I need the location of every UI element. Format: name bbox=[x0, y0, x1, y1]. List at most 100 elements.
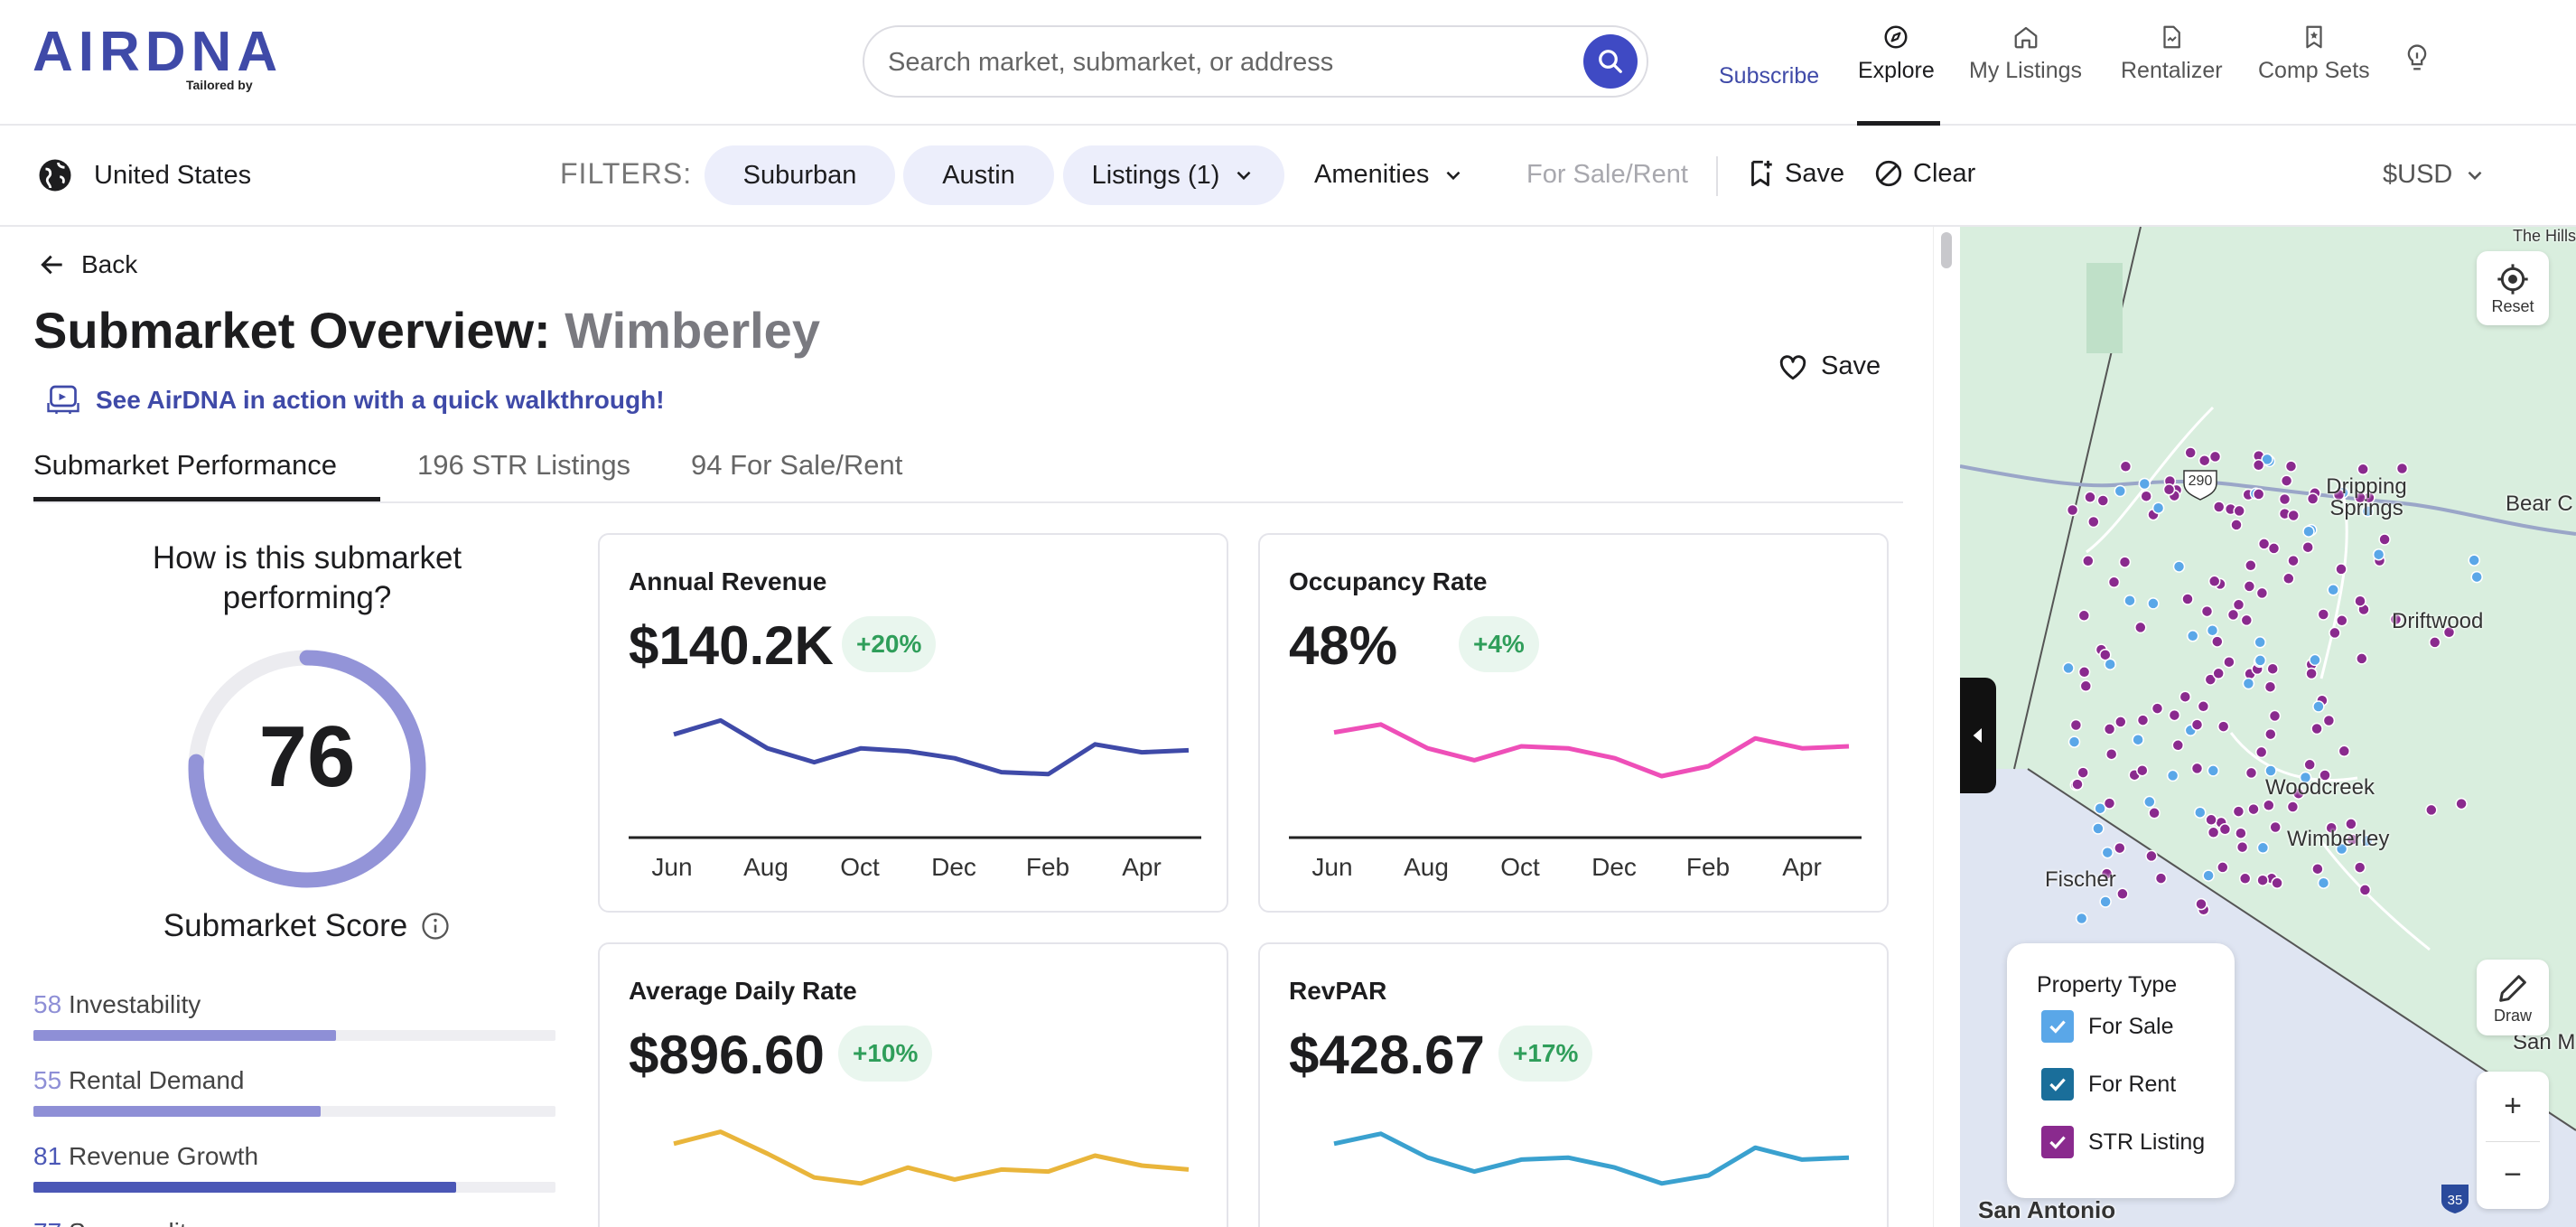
listing-marker[interactable] bbox=[2066, 503, 2079, 517]
listing-marker[interactable] bbox=[2230, 519, 2243, 531]
listing-marker[interactable] bbox=[2252, 488, 2265, 501]
listing-marker[interactable] bbox=[2266, 662, 2279, 675]
listing-marker[interactable] bbox=[2256, 874, 2269, 886]
listing-marker[interactable] bbox=[2335, 563, 2347, 576]
nav-rentalizer[interactable]: Rentalizer bbox=[2121, 23, 2223, 84]
listing-marker[interactable] bbox=[2100, 867, 2114, 880]
clear-filters-button[interactable]: Clear bbox=[1873, 158, 1975, 189]
listing-marker[interactable] bbox=[2261, 453, 2273, 466]
listing-marker[interactable] bbox=[2103, 797, 2116, 810]
listing-marker[interactable] bbox=[2240, 614, 2254, 627]
listing-marker[interactable] bbox=[2171, 739, 2185, 752]
listing-marker[interactable] bbox=[2301, 540, 2314, 554]
subscribe-link[interactable]: Subscribe bbox=[1719, 63, 1820, 89]
listing-marker[interactable] bbox=[2200, 604, 2214, 618]
listing-marker[interactable] bbox=[2353, 861, 2366, 874]
listing-marker[interactable] bbox=[2287, 509, 2300, 522]
card-annual-revenue[interactable]: Jun Aug Oct Dec Feb Apr Annual Revenue $140.2… bbox=[598, 533, 1228, 913]
listing-marker[interactable] bbox=[2186, 630, 2199, 642]
back-button[interactable]: Back bbox=[38, 250, 137, 279]
checkbox-checked[interactable] bbox=[2041, 1068, 2074, 1101]
listing-marker[interactable] bbox=[2202, 869, 2215, 882]
listing-marker[interactable] bbox=[2147, 597, 2160, 610]
listing-marker[interactable] bbox=[2217, 720, 2230, 733]
nav-comp-sets[interactable]: Comp Sets bbox=[2258, 23, 2370, 84]
listing-marker[interactable] bbox=[2282, 572, 2295, 585]
listing-marker[interactable] bbox=[2247, 802, 2260, 816]
listing-marker[interactable] bbox=[2154, 872, 2168, 885]
listing-marker[interactable] bbox=[2151, 702, 2164, 715]
listing-marker[interactable] bbox=[2184, 446, 2197, 459]
listing-marker[interactable] bbox=[2311, 862, 2324, 876]
listing-marker[interactable] bbox=[2116, 887, 2129, 901]
listing-marker[interactable] bbox=[2468, 554, 2480, 567]
listing-marker[interactable] bbox=[2346, 833, 2359, 846]
listing-marker[interactable] bbox=[2238, 872, 2252, 885]
listing-marker[interactable] bbox=[2212, 501, 2226, 513]
listing-marker[interactable] bbox=[2255, 586, 2269, 600]
listing-marker[interactable] bbox=[2204, 673, 2217, 686]
listing-marker[interactable] bbox=[2062, 661, 2075, 675]
listing-marker[interactable] bbox=[2242, 677, 2255, 690]
listing-marker[interactable] bbox=[2357, 463, 2369, 476]
listing-marker[interactable] bbox=[2235, 840, 2249, 854]
listing-marker[interactable] bbox=[2217, 861, 2229, 874]
collapse-map-button[interactable] bbox=[1960, 678, 1996, 793]
listing-marker[interactable] bbox=[2243, 580, 2256, 593]
listing-marker[interactable] bbox=[2077, 666, 2091, 679]
listing-marker[interactable] bbox=[2096, 494, 2110, 507]
listing-marker[interactable] bbox=[2077, 766, 2089, 779]
card-average-daily-rate[interactable]: Average Daily Rate $896.60 +10% bbox=[598, 942, 1228, 1227]
listing-marker[interactable] bbox=[2389, 613, 2403, 626]
listing-marker[interactable] bbox=[2067, 735, 2081, 748]
search-input[interactable] bbox=[888, 40, 1538, 85]
listing-marker[interactable] bbox=[2114, 484, 2127, 498]
listing-marker[interactable] bbox=[2335, 842, 2348, 856]
currency-dropdown[interactable]: $USD bbox=[2383, 160, 2487, 190]
listing-marker[interactable] bbox=[2084, 491, 2096, 504]
save-search-button[interactable]: Save bbox=[1745, 158, 1844, 189]
listing-marker[interactable] bbox=[2198, 454, 2211, 467]
card-occupancy-rate[interactable]: Jun Aug Oct Dec Feb Apr Occupancy Rate 48% +4… bbox=[1258, 533, 1889, 913]
listing-marker[interactable] bbox=[2082, 555, 2095, 567]
listing-marker[interactable] bbox=[2372, 548, 2385, 561]
listing-marker[interactable] bbox=[2470, 570, 2483, 584]
listing-marker[interactable] bbox=[2305, 667, 2318, 680]
tab-str-listings[interactable]: 196 STR Listings bbox=[417, 449, 631, 481]
checkbox-checked[interactable] bbox=[2041, 1126, 2074, 1158]
listing-marker[interactable] bbox=[2286, 801, 2300, 813]
zoom-out-button[interactable]: − bbox=[2504, 1157, 2522, 1192]
listing-marker[interactable] bbox=[2345, 818, 2357, 830]
listing-marker[interactable] bbox=[2256, 841, 2270, 855]
listing-marker[interactable] bbox=[2252, 459, 2265, 472]
listing-marker[interactable] bbox=[2378, 533, 2391, 546]
listing-marker[interactable] bbox=[2257, 538, 2271, 550]
listing-marker[interactable] bbox=[2245, 559, 2257, 572]
listing-marker[interactable] bbox=[2205, 813, 2217, 827]
listing-marker[interactable] bbox=[2181, 593, 2194, 605]
listing-marker[interactable] bbox=[2361, 504, 2375, 518]
filter-pill-listings[interactable]: Listings (1) bbox=[1063, 145, 1284, 205]
map-reset-button[interactable]: Reset bbox=[2477, 251, 2549, 325]
listing-marker[interactable] bbox=[2118, 556, 2132, 568]
listing-marker[interactable] bbox=[2312, 700, 2325, 713]
listing-marker[interactable] bbox=[2162, 483, 2176, 496]
listing-marker[interactable] bbox=[2107, 576, 2121, 589]
listing-marker[interactable] bbox=[2190, 718, 2204, 731]
listing-marker[interactable] bbox=[2358, 884, 2372, 896]
listing-marker[interactable] bbox=[2134, 621, 2147, 634]
nav-explore[interactable]: Explore bbox=[1858, 23, 1935, 84]
listing-marker[interactable] bbox=[2179, 690, 2192, 703]
listing-marker[interactable] bbox=[2212, 667, 2225, 680]
listing-marker[interactable] bbox=[2218, 823, 2232, 836]
legend-item-str-listing[interactable]: STR Listing bbox=[2041, 1126, 2205, 1158]
listing-marker[interactable] bbox=[2075, 912, 2088, 925]
listing-marker[interactable] bbox=[2168, 708, 2181, 722]
amenities-dropdown[interactable]: Amenities bbox=[1314, 160, 1465, 190]
listing-marker[interactable] bbox=[2233, 504, 2245, 518]
walkthrough-link[interactable]: See AirDNA in action with a quick walkth… bbox=[45, 384, 665, 417]
listing-marker[interactable] bbox=[2145, 849, 2158, 863]
listing-marker[interactable] bbox=[2105, 747, 2118, 761]
listing-marker[interactable] bbox=[2140, 490, 2152, 502]
listing-marker[interactable] bbox=[2309, 653, 2321, 667]
